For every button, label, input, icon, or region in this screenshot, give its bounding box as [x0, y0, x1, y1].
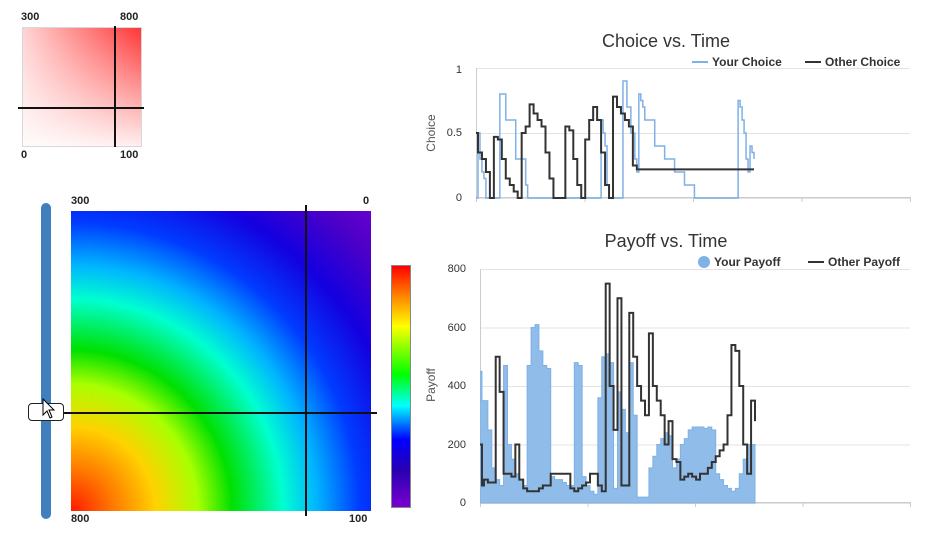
choice-chart-title: Choice vs. Time [601, 31, 731, 51]
choice-y-tick-0: 0 [455, 192, 462, 204]
color-scale-bar [391, 265, 411, 508]
payoff-y-tick-0: 0 [459, 497, 466, 509]
mini-heatmap-crosshair-vertical [114, 26, 116, 147]
choice-legend-other-label: Other Choice [825, 55, 901, 69]
choice-legend-other: Other Choice [805, 55, 900, 69]
payoff-chart-title: Payoff vs. Time [604, 231, 728, 251]
choice-chart-plot [476, 68, 911, 202]
choice-legend-your-swatch [692, 61, 708, 63]
choice-legend-your-label: Your Choice [712, 55, 782, 69]
mouse-cursor-icon [42, 398, 56, 419]
payoff-y-tick-800: 800 [447, 263, 466, 275]
other-series-line [476, 95, 754, 199]
choice-y-tick-0.5: 0.5 [446, 127, 462, 139]
main-heatmap-label-bottom-left: 800 [71, 513, 90, 525]
payoff-legend-your-swatch [698, 256, 710, 268]
payoff-chart-plot [480, 269, 911, 507]
main-heatmap-crosshair-horizontal [64, 412, 377, 414]
other-series-line [480, 282, 756, 493]
choice-y-tick-1: 1 [455, 64, 462, 76]
payoff-legend-other: Other Payoff [808, 255, 900, 269]
main-heatmap-crosshair-vertical [305, 205, 307, 516]
payoff-legend-your-label: Your Payoff [714, 255, 781, 269]
mini-heatmap-crosshair-horizontal [18, 107, 144, 109]
main-heatmap-label-top-right: 0 [363, 195, 370, 207]
your-series-line [476, 80, 755, 199]
main-heatmap-label-top-left: 300 [71, 195, 90, 207]
payoff-legend-other-swatch [808, 261, 824, 263]
choice-legend-your: Your Choice [692, 55, 782, 69]
payoff-legend-your: Your Payoff [698, 255, 780, 269]
vertical-slider-track[interactable] [41, 203, 51, 519]
payoff-y-tick-200: 200 [447, 439, 466, 451]
main-heatmap-label-bottom-right: 100 [349, 513, 368, 525]
payoff-y-tick-400: 400 [447, 380, 466, 392]
mini-heatmap-label-top-left: 300 [21, 11, 40, 23]
mini-heatmap[interactable] [22, 27, 142, 147]
mini-heatmap-label-bottom-left: 0 [21, 149, 28, 161]
payoff-legend-other-label: Other Payoff [828, 255, 901, 269]
payoff-y-tick-600: 600 [447, 322, 466, 334]
mini-heatmap-label-bottom-right: 100 [120, 149, 139, 161]
choice-legend-other-swatch [805, 61, 821, 63]
main-heatmap[interactable] [71, 211, 371, 511]
mini-heatmap-label-top-right: 800 [120, 11, 139, 23]
